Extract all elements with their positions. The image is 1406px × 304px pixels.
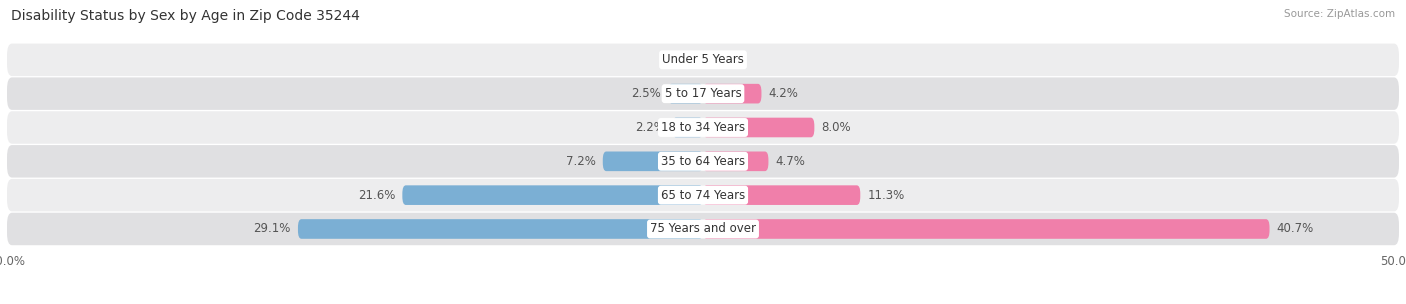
Text: 2.2%: 2.2%: [636, 121, 665, 134]
Text: 5 to 17 Years: 5 to 17 Years: [665, 87, 741, 100]
Text: 8.0%: 8.0%: [821, 121, 851, 134]
FancyBboxPatch shape: [7, 78, 1399, 110]
Text: Source: ZipAtlas.com: Source: ZipAtlas.com: [1284, 9, 1395, 19]
Text: Disability Status by Sex by Age in Zip Code 35244: Disability Status by Sex by Age in Zip C…: [11, 9, 360, 23]
Text: 18 to 34 Years: 18 to 34 Years: [661, 121, 745, 134]
FancyBboxPatch shape: [7, 179, 1399, 211]
FancyBboxPatch shape: [7, 213, 1399, 245]
Text: 0.0%: 0.0%: [666, 53, 696, 66]
FancyBboxPatch shape: [703, 185, 860, 205]
Text: 40.7%: 40.7%: [1277, 223, 1313, 236]
FancyBboxPatch shape: [672, 118, 703, 137]
FancyBboxPatch shape: [402, 185, 703, 205]
FancyBboxPatch shape: [298, 219, 703, 239]
FancyBboxPatch shape: [703, 84, 762, 103]
Text: 2.5%: 2.5%: [631, 87, 661, 100]
Text: 11.3%: 11.3%: [868, 189, 904, 202]
FancyBboxPatch shape: [7, 145, 1399, 178]
Text: 4.7%: 4.7%: [775, 155, 806, 168]
FancyBboxPatch shape: [603, 151, 703, 171]
Text: 21.6%: 21.6%: [359, 189, 395, 202]
Text: 65 to 74 Years: 65 to 74 Years: [661, 189, 745, 202]
Text: 7.2%: 7.2%: [567, 155, 596, 168]
FancyBboxPatch shape: [703, 219, 1270, 239]
FancyBboxPatch shape: [668, 84, 703, 103]
Text: Under 5 Years: Under 5 Years: [662, 53, 744, 66]
FancyBboxPatch shape: [703, 118, 814, 137]
FancyBboxPatch shape: [7, 43, 1399, 76]
Text: 29.1%: 29.1%: [253, 223, 291, 236]
Text: 0.0%: 0.0%: [710, 53, 740, 66]
Text: 4.2%: 4.2%: [769, 87, 799, 100]
FancyBboxPatch shape: [7, 111, 1399, 144]
Text: 35 to 64 Years: 35 to 64 Years: [661, 155, 745, 168]
Text: 75 Years and over: 75 Years and over: [650, 223, 756, 236]
FancyBboxPatch shape: [703, 151, 769, 171]
